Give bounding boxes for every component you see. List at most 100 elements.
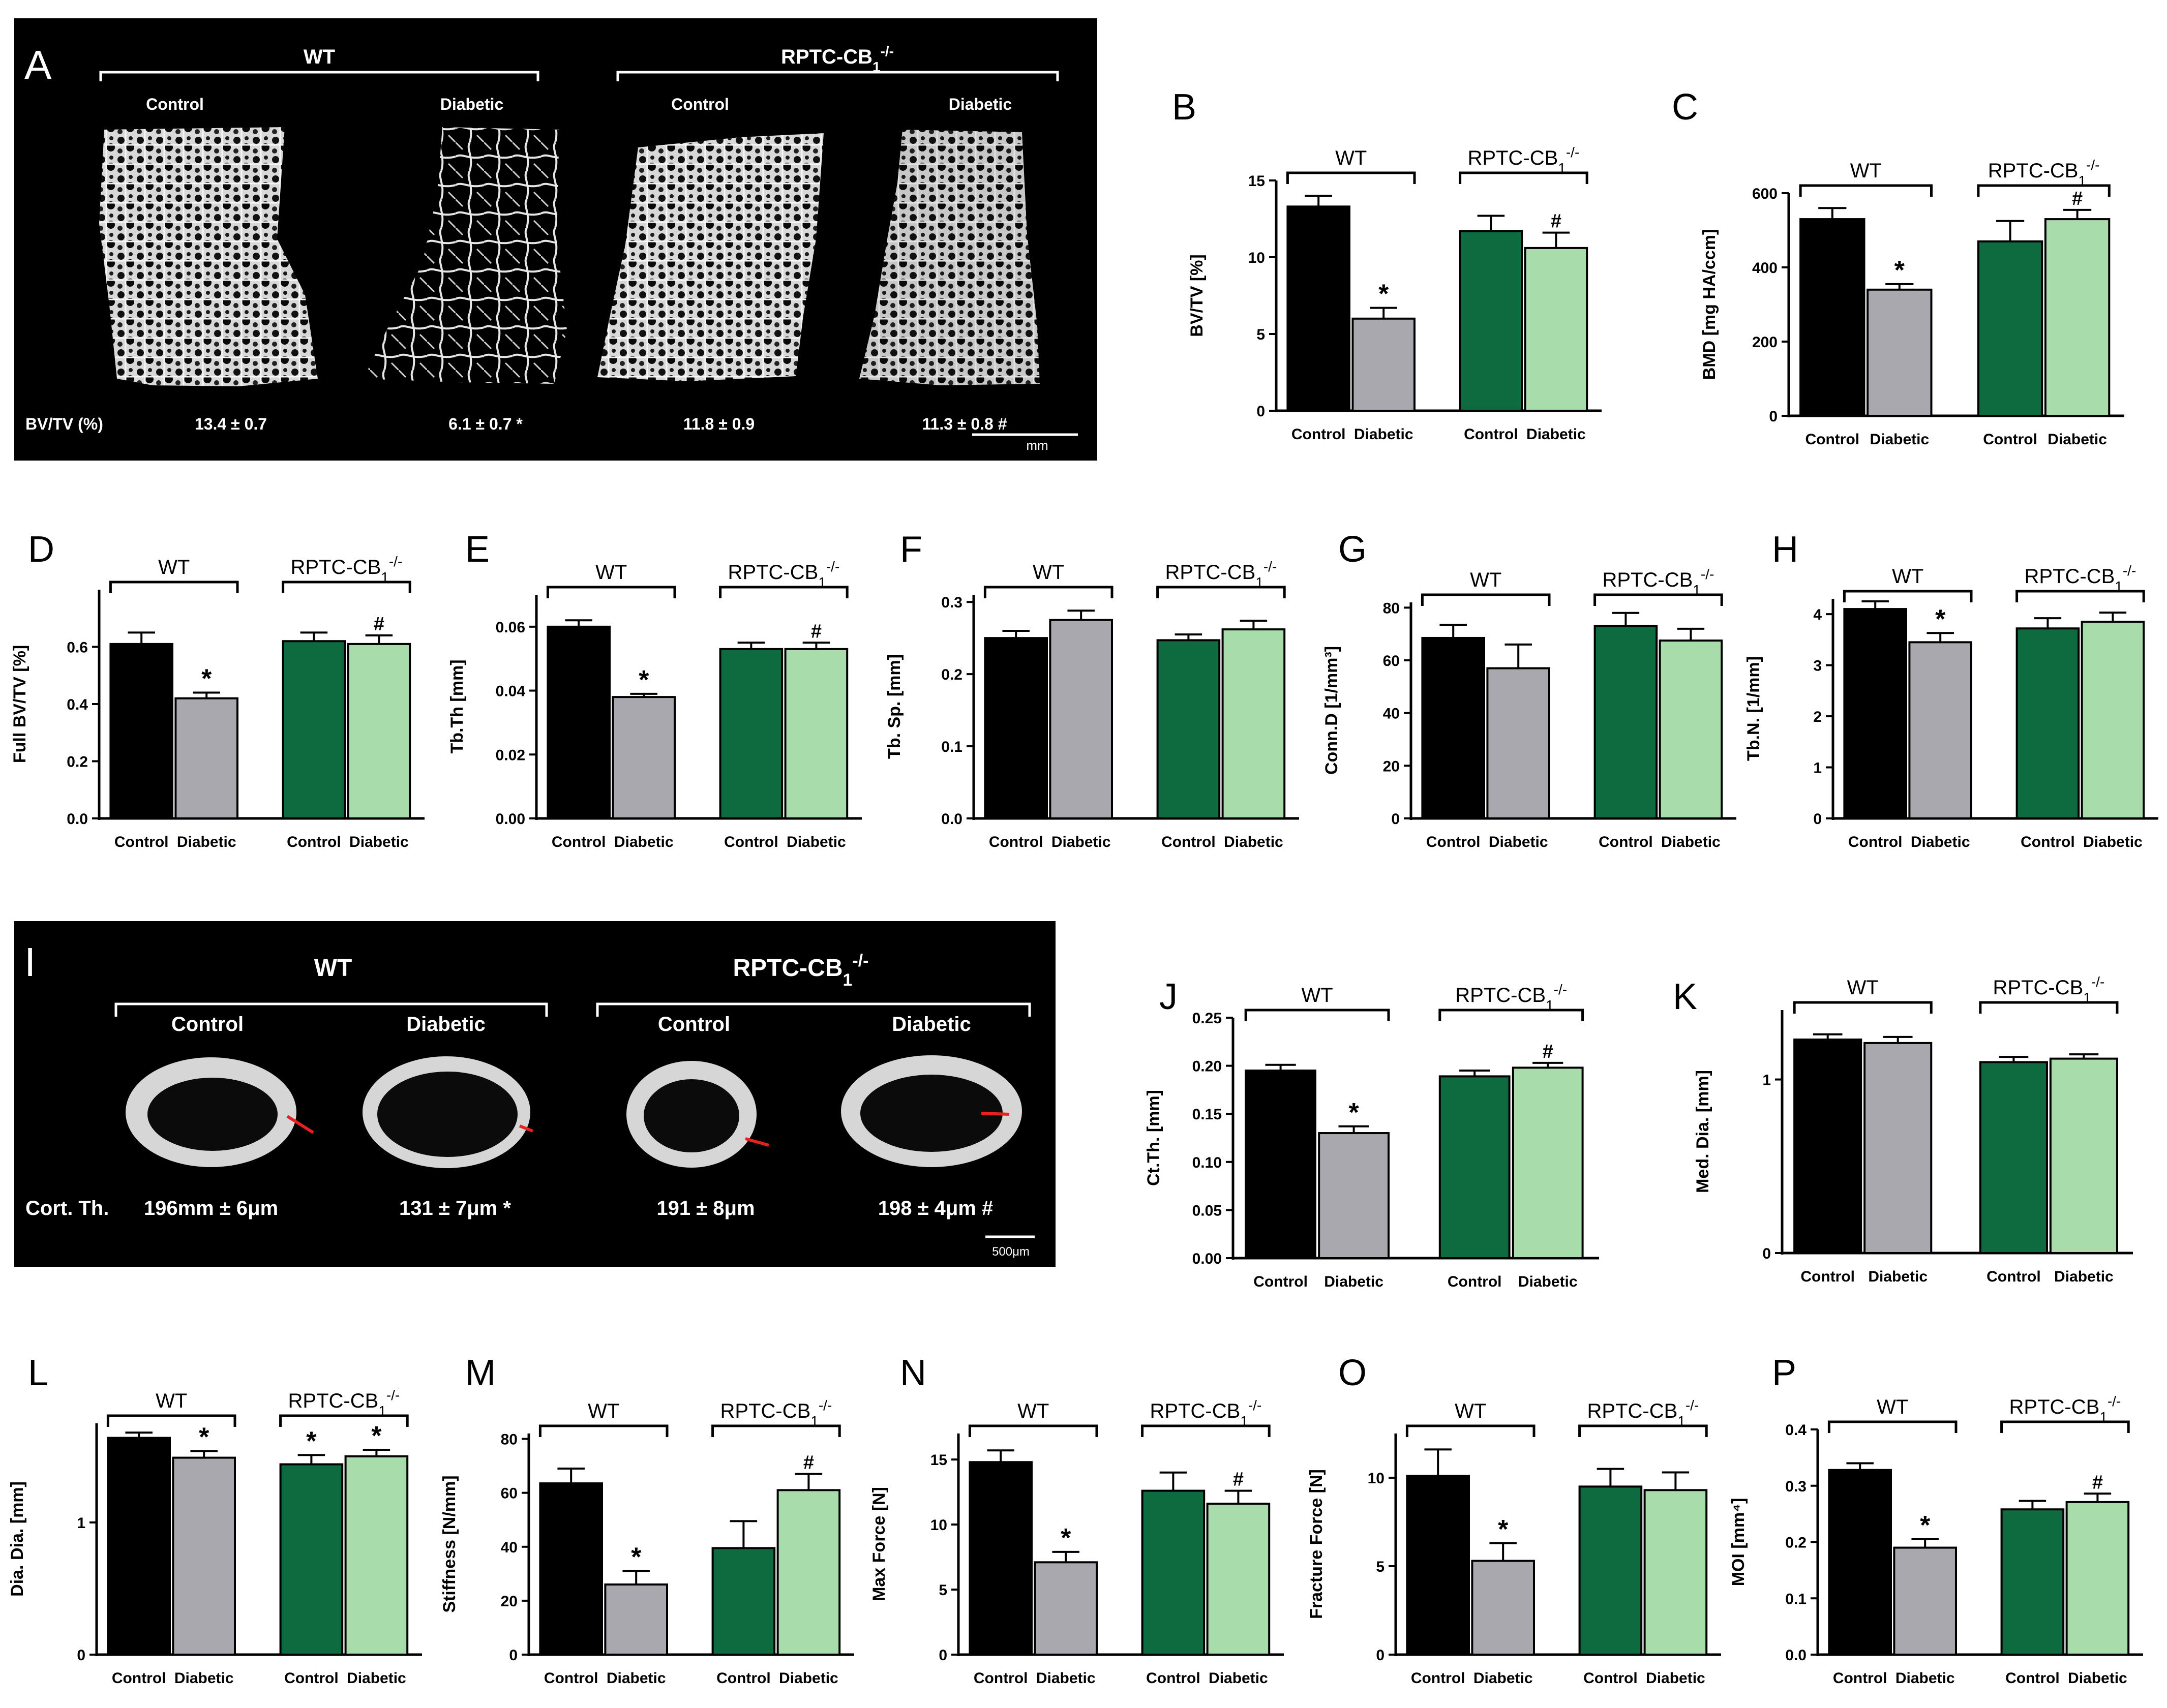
y-axis-label: Stiffness [N/mm] (440, 1475, 459, 1612)
genotype-label-ko: RPTC-CB1-/- (720, 1397, 832, 1429)
bar (1843, 608, 1907, 819)
genotype-bracket (282, 581, 411, 593)
chart-panel-m: M 0 20 40 60 80 Stiffness [N/mm] Control * Diabet… (440, 1353, 854, 1687)
genotype-bracket (279, 1414, 409, 1427)
significance-mark: # (1551, 211, 1561, 232)
x-tick-label: Diabetic (1868, 1268, 1928, 1285)
y-tick-label: 10 (930, 1517, 947, 1534)
genotype-label-wt: WT (1892, 565, 1923, 588)
bar (1206, 1503, 1271, 1656)
y-tick-label: 0.4 (67, 696, 88, 713)
bar (539, 1482, 604, 1656)
significance-mark: * (1498, 1515, 1509, 1544)
chart-panel-f: F 0.0 0.1 0.2 0.3 Tb. Sp. [mm] Control Diabetic… (885, 529, 1299, 850)
bar (1421, 636, 1485, 819)
significance-mark: * (201, 664, 212, 694)
x-tick-label: Control (112, 1670, 166, 1687)
bar (109, 643, 173, 819)
genotype-bracket (1793, 1001, 1933, 1014)
y-tick-label: 0 (1391, 811, 1400, 828)
panel-a-value: 6.1 ± 0.7 * (448, 415, 523, 433)
y-tick-label: 0.2 (941, 666, 962, 683)
x-tick-label: Diabetic (177, 834, 236, 850)
genotype-bracket (109, 581, 239, 593)
genotype-label-wt: WT (1017, 1400, 1049, 1422)
significance-mark: * (371, 1421, 382, 1451)
trabecular-bone-ko-control (597, 133, 824, 381)
trabecular-bone-wt-diabetic (364, 127, 567, 384)
genotype-label-ko: RPTC-CB1-/- (1455, 982, 1567, 1013)
genotype-header-ko: RPTC-CB1-/- (596, 951, 1031, 1017)
genotype-label-wt: WT (158, 556, 190, 578)
genotype-label-ko: RPTC-CB1-/- (728, 559, 840, 590)
genotype-bracket (968, 1424, 1098, 1437)
bar (1351, 317, 1416, 412)
genotype-header-wt: WT (114, 955, 548, 1017)
x-tick-label: Diabetic (2054, 1268, 2114, 1285)
bar (969, 1461, 1033, 1656)
panel-a-letter: A (24, 42, 52, 87)
panel-a-value: 11.8 ± 0.9 (683, 415, 755, 433)
y-tick-label: 0.25 (1192, 1010, 1222, 1027)
bar (1799, 218, 1865, 417)
significance-mark: * (1378, 280, 1389, 309)
y-tick-label: 0.1 (1785, 1591, 1807, 1607)
bar (1908, 641, 1972, 820)
panel-i-group-label: Diabetic (892, 1013, 971, 1035)
y-tick-label: 0 (1376, 1647, 1385, 1664)
y-tick-label: 10 (1248, 250, 1265, 266)
bar (347, 643, 411, 819)
y-tick-label: 15 (930, 1452, 947, 1469)
bar (1578, 1485, 1643, 1656)
x-tick-label: Control (1426, 834, 1481, 850)
genotype-header-ko: RPTC-CB1-/- (616, 43, 1059, 81)
significance-mark: * (1935, 604, 1946, 634)
bar (1286, 205, 1350, 412)
x-tick-label: Diabetic (1473, 1670, 1533, 1687)
scale-bar-label: mm (1026, 438, 1048, 453)
bar (2049, 1057, 2118, 1255)
svg-text:RPTC-CB1-/-: RPTC-CB1-/- (733, 951, 869, 990)
genotype-bracket (1438, 1009, 1584, 1021)
y-tick-label: 0.02 (496, 747, 525, 764)
bar (1459, 230, 1523, 412)
y-axis-label: Fracture Force [N] (1307, 1469, 1326, 1619)
x-tick-label: Diabetic (1354, 426, 1413, 443)
x-tick-label: Control (1848, 834, 1903, 850)
bar (719, 648, 784, 820)
genotype-label-ko: RPTC-CB1-/- (1587, 1397, 1699, 1429)
x-tick-label: Control (544, 1670, 598, 1687)
panel-i-value: 191 ± 8μm (656, 1197, 755, 1219)
x-tick-label: Diabetic (2068, 1670, 2127, 1687)
bar (1793, 1039, 1862, 1254)
y-tick-label: 0.00 (1192, 1250, 1222, 1267)
y-tick-label: 400 (1752, 260, 1778, 277)
bar (2000, 1508, 2065, 1656)
genotype-bracket (1141, 1424, 1271, 1437)
y-tick-label: 1 (77, 1515, 85, 1532)
x-tick-label: Control (284, 1670, 339, 1687)
genotype-bracket (1421, 593, 1551, 606)
bar (1512, 1066, 1584, 1260)
x-tick-label: Diabetic (1489, 834, 1548, 850)
x-tick-label: Control (1464, 426, 1518, 443)
bar (1979, 1061, 2048, 1254)
x-tick-label: Diabetic (1895, 1670, 1955, 1687)
genotype-bracket (538, 1424, 669, 1437)
significance-mark: # (1233, 1469, 1244, 1490)
bar (612, 696, 676, 819)
bar (2044, 218, 2111, 417)
significance-mark: # (2092, 1472, 2103, 1493)
y-tick-label: 60 (1383, 653, 1400, 669)
chart-panel-h: H 0 1 2 3 4 Tb.N. [1/mm] Control * Diabetic Contro… (1744, 529, 2158, 850)
chart-panel-k: K 0 1 Med. Dia. [mm] Control Diabetic Control D… (1673, 974, 2133, 1285)
significance-mark: # (811, 621, 822, 642)
x-tick-label: Control (1599, 834, 1653, 850)
bar (1245, 1070, 1316, 1260)
x-tick-label: Control (1291, 426, 1346, 443)
y-tick-label: 2 (1813, 709, 1822, 725)
x-tick-label: Diabetic (1661, 834, 1721, 850)
panel-letter: B (1172, 87, 1196, 128)
scale-bar-label: 500μm (992, 1245, 1030, 1259)
